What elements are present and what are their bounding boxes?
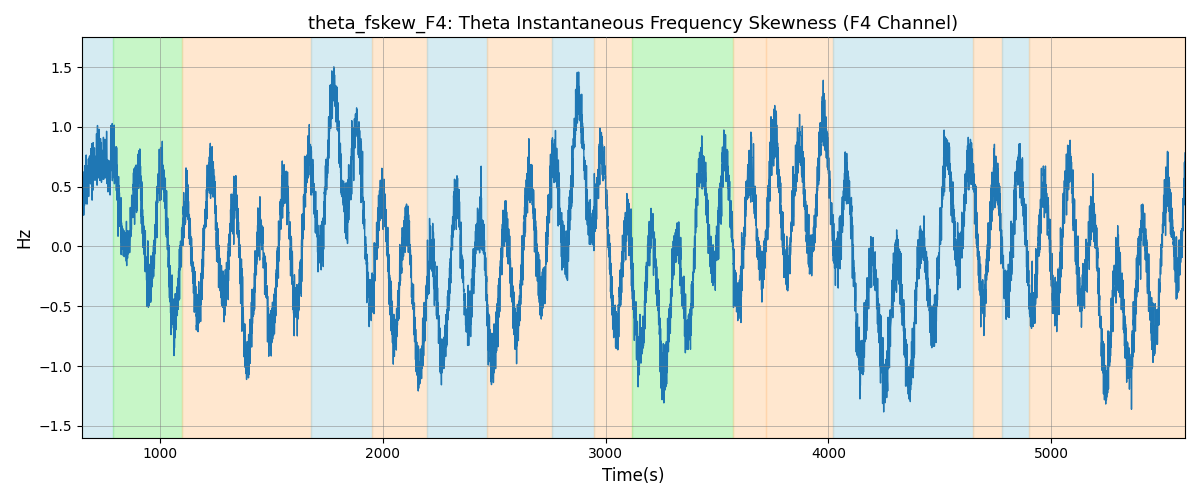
Bar [766, 38, 833, 438]
X-axis label: Time(s): Time(s) [602, 467, 665, 485]
Bar [82, 38, 113, 438]
Title: theta_fskew_F4: Theta Instantaneous Frequency Skewness (F4 Channel): theta_fskew_F4: Theta Instantaneous Freq… [308, 15, 959, 34]
Bar [733, 38, 766, 438]
Bar [1002, 38, 1030, 438]
Bar [113, 38, 182, 438]
Bar [182, 38, 312, 438]
Bar [594, 38, 632, 438]
Bar [632, 38, 733, 438]
Y-axis label: Hz: Hz [14, 227, 32, 248]
Bar [833, 38, 973, 438]
Bar [372, 38, 427, 438]
Bar [552, 38, 594, 438]
Bar [312, 38, 372, 438]
Bar [487, 38, 552, 438]
Bar [973, 38, 1002, 438]
Bar [1030, 38, 1186, 438]
Bar [427, 38, 487, 438]
